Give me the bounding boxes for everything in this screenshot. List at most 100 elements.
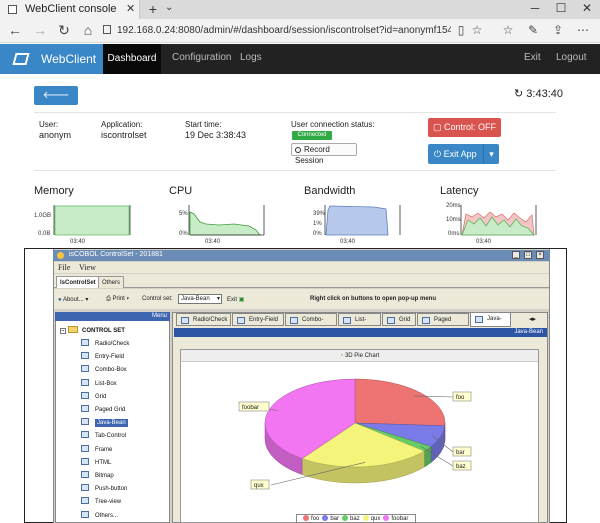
more-icon[interactable]: ⋯ [577,23,589,37]
print-button[interactable]: ⎙ Print ▾ [106,296,130,302]
remote-close-icon[interactable]: × [536,251,544,259]
browser-tab[interactable]: WebClient console ✕ [0,0,140,19]
tab-iscontrolset[interactable]: IsControlSet [56,276,100,288]
tree-item[interactable]: Bitmap [81,471,114,481]
record-session-button[interactable]: Record Session [291,143,357,165]
control-icon [81,471,89,478]
legend-swatch [322,515,329,521]
control-label: Control: OFF [444,122,497,132]
brand-label: WebClient [41,52,97,66]
new-tab-button[interactable]: + [148,1,158,17]
share-icon[interactable]: ⇪ [552,23,564,37]
tree-item[interactable]: Push-button [81,484,127,494]
tree-item[interactable]: Frame [81,444,112,455]
start-time-label: Start time: [185,120,222,129]
control-icon [81,431,89,439]
about-button[interactable]: ● About... ▾ [58,297,89,303]
chevron-down-icon: ▾ [216,296,220,302]
tree-item[interactable]: HTML [81,457,111,468]
tree-item[interactable]: Radio/Check [81,339,129,349]
toolbar-hint: Right click on buttons to open pop-up me… [310,296,436,302]
tree-item[interactable]: Entry-Field [81,352,124,362]
content-tab[interactable]: Grid [382,313,416,326]
tree-item[interactable]: Others... [81,510,119,521]
close-window-icon[interactable]: ✕ [581,1,593,15]
tree-item[interactable]: List-Box [81,378,117,389]
caret-down-icon[interactable]: ▾ [483,144,499,164]
control-toggle-button[interactable]: ▢ Control: OFF [428,118,501,137]
tree-item-label: Tab-Control [95,433,127,440]
legend-swatch [383,515,390,521]
control-icon [81,339,89,346]
tab-others[interactable]: Others [98,276,125,288]
tab-scroll-icon[interactable]: ◂▸ [529,316,537,323]
memory-time: 03:40 [70,239,86,245]
control-icon [81,365,89,373]
favorites-icon[interactable]: ☆ [502,23,514,37]
pie-leader-line [420,446,454,467]
application-label: Application: [101,120,143,129]
control-set-value: Java-Bean [181,296,210,302]
tree-root[interactable]: − CONTROL SET [60,326,125,336]
control-icon [81,497,89,505]
menu-view[interactable]: View [79,263,96,272]
tab-list-chevron-icon[interactable]: ⌄ [165,2,174,13]
legend-label: qux [370,516,381,522]
content-tab[interactable]: Entry-Field [232,313,284,326]
remote-minimize-icon[interactable]: _ [512,251,520,259]
content-tab[interactable]: Combo-Box [285,313,337,336]
tree-item[interactable]: Java-Bean [81,418,128,428]
pie-slice-foobar[interactable] [264,378,356,459]
tree-item[interactable]: Combo-Box [81,365,127,375]
back-arrow-icon[interactable]: ← [8,22,22,38]
memory-tick-top: 1.0GB [34,213,52,219]
tree-item[interactable]: Tab-Control [81,431,126,441]
legend-label: foobar [391,516,409,522]
pie-slice-qux[interactable] [301,422,425,468]
close-tab-icon[interactable]: ✕ [126,3,136,15]
nav-logs[interactable]: Logs [240,52,262,63]
nav-configuration[interactable]: Configuration [172,52,232,63]
nav-dashboard[interactable]: Dashboard [103,44,161,74]
tree-item-label: Others... [95,512,119,519]
content-tab[interactable]: Paged Grid [417,313,469,336]
reading-view-icon[interactable]: ▯ [457,23,465,37]
pie-label: baz [456,464,466,470]
nav-logout[interactable]: Logout [556,52,587,63]
tree-item-label: List-Box [95,380,117,387]
remote-tabs [54,274,549,288]
tab-title: WebClient console [25,3,117,15]
control-icon [237,317,245,324]
tree-item[interactable]: Grid [81,391,106,402]
pie-label: bar [456,450,465,456]
minimize-icon[interactable]: ─ [530,1,540,15]
back-button[interactable]: 🡐 Back [34,86,78,120]
exit-app-label: Exit App [443,149,477,159]
collapse-icon[interactable]: − [60,328,66,334]
nav-exit[interactable]: Exit [524,52,541,63]
refresh-icon[interactable]: ↻ [58,22,70,38]
exit-button[interactable]: Exit ▣ [227,296,244,303]
maximize-icon[interactable]: ☐ [555,1,567,15]
remote-maximize-icon[interactable]: □ [524,251,532,259]
tree-item[interactable]: Tree-view [81,497,121,507]
about-label: About... [62,297,84,303]
control-set-select[interactable]: Java-Bean ▾ [178,294,222,304]
pen-icon[interactable]: ✎ [527,23,539,37]
content-tab[interactable]: Java-Bean [470,312,511,335]
exit-app-button[interactable]: ⏻ Exit App ▾ [428,144,499,164]
pie-label: foo [456,395,465,401]
address-input[interactable]: 192.168.0.24:8080/admin/#/dashboard/sess… [103,22,451,40]
pie-slice-foo[interactable] [354,378,446,427]
menu-file[interactable]: File [58,263,71,272]
forward-arrow-icon[interactable]: → [33,22,47,38]
home-icon[interactable]: ⌂ [83,22,93,38]
tree-item-label: Bitmap [95,473,114,479]
tree-item[interactable]: Paged Grid [81,405,125,415]
content-tab[interactable]: Radio/Check [176,313,231,326]
pie-chart-icon: ◔ [339,353,344,359]
content-tab[interactable]: List-Box [338,313,381,336]
brand[interactable]: WebClient [0,44,103,74]
favorite-star-icon[interactable]: ☆ [471,23,483,37]
